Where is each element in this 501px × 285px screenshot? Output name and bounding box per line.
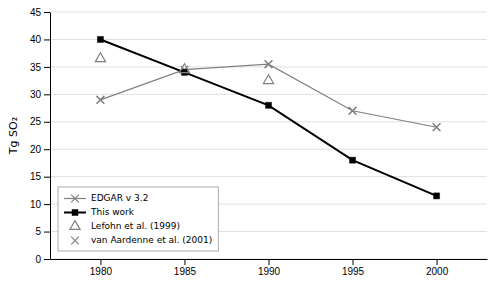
series	[97, 60, 441, 131]
marker	[97, 36, 103, 42]
tick-label: 0	[35, 254, 41, 265]
tick-label: 5	[35, 226, 41, 237]
chart: 1980 1985 1990 1995 2000 0 5 10 15 20 25 30 35 40 45 ED…	[0, 0, 501, 285]
grid-line	[50, 66, 487, 67]
tick-mark	[269, 259, 270, 265]
marker	[179, 64, 189, 73]
marker	[263, 75, 273, 84]
tick-mark	[44, 12, 50, 13]
marker	[266, 102, 272, 108]
tick: 1985	[174, 259, 197, 277]
series	[95, 53, 273, 84]
marker	[265, 60, 273, 68]
tick: 2000	[426, 259, 449, 277]
series	[97, 60, 441, 131]
legend-item: Lefohn et al. (1999)	[70, 221, 180, 231]
tick-mark	[44, 259, 50, 260]
tick-mark	[44, 177, 50, 178]
tick-mark	[44, 204, 50, 205]
tick: 10	[30, 199, 50, 210]
y-axis: 0 5 10 15 20 25 30 35 40 45	[30, 7, 51, 265]
marker	[433, 123, 441, 131]
grid-line	[50, 39, 487, 40]
legend-label: Lefohn et al. (1999)	[91, 221, 180, 231]
tick: 1995	[342, 259, 365, 277]
tick-mark	[184, 259, 185, 265]
tick-mark	[44, 232, 50, 233]
tick-mark	[353, 259, 354, 265]
legend-marker	[72, 210, 78, 216]
legend: EDGAR v 3.2 This work Lefohn et al. (1999)…	[58, 187, 218, 251]
tick-label: 2000	[426, 266, 449, 277]
grid	[50, 12, 487, 259]
tick-label: 1990	[258, 266, 281, 277]
marker	[265, 60, 273, 68]
marker	[433, 123, 441, 131]
tick: 35	[30, 62, 50, 73]
tick-label: 20	[30, 144, 42, 155]
tick: 5	[35, 226, 50, 237]
x-axis: 1980 1985 1990 1995 2000	[51, 259, 488, 277]
plot: 1980 1985 1990 1995 2000 0 5 10 15 20 25 30 35 40 45 ED…	[30, 7, 488, 277]
line	[100, 39, 436, 195]
tick-label: 45	[30, 7, 42, 18]
legend-label: EDGAR v 3.2	[91, 193, 148, 203]
grid-line	[50, 121, 487, 122]
tick: 45	[30, 7, 50, 18]
legend-marker	[71, 237, 79, 245]
legend-label: This work	[90, 207, 135, 217]
tick: 15	[30, 171, 50, 182]
tick-label: 30	[30, 89, 42, 100]
marker	[97, 96, 105, 104]
tick-mark	[44, 149, 50, 150]
tick-mark	[44, 67, 50, 68]
tick: 0	[35, 254, 50, 265]
y-axis-label: Tg SO₂	[7, 117, 20, 155]
tick: 40	[30, 34, 50, 45]
tick-label: 15	[30, 171, 42, 182]
grid-line	[50, 12, 487, 13]
tick-mark	[100, 259, 101, 265]
legend-marker	[70, 221, 80, 230]
tick-label: 1980	[90, 266, 113, 277]
tick: 1980	[90, 259, 113, 277]
legend-marker	[71, 195, 79, 203]
tick: 30	[30, 89, 50, 100]
legend-item: This work	[64, 207, 135, 217]
marker	[349, 107, 357, 115]
tick: 20	[30, 144, 50, 155]
tick: 25	[30, 116, 50, 127]
tick-label: 1995	[342, 266, 365, 277]
tick-label: 25	[30, 116, 42, 127]
tick-mark	[437, 259, 438, 265]
legend-frame	[58, 187, 218, 251]
legend-item: van Aardenne et al. (2001)	[71, 235, 212, 245]
legend-item: EDGAR v 3.2	[64, 193, 148, 203]
marker	[349, 107, 357, 115]
grid-line	[50, 149, 487, 150]
marker	[97, 96, 105, 104]
grid-line	[50, 176, 487, 177]
marker	[350, 157, 356, 163]
legend-label: van Aardenne et al. (2001)	[91, 235, 212, 245]
tick-label: 35	[30, 62, 42, 73]
tick-label: 40	[30, 34, 42, 45]
axis-line	[50, 13, 51, 260]
data	[95, 36, 440, 198]
tick-mark	[44, 94, 50, 95]
tick-label: 1985	[174, 266, 197, 277]
tick-label: 10	[30, 199, 42, 210]
tick-mark	[44, 39, 50, 40]
marker	[434, 193, 440, 199]
tick: 1990	[258, 259, 281, 277]
series	[97, 36, 439, 198]
line	[100, 64, 436, 127]
marker	[95, 53, 105, 62]
tick-mark	[44, 122, 50, 123]
